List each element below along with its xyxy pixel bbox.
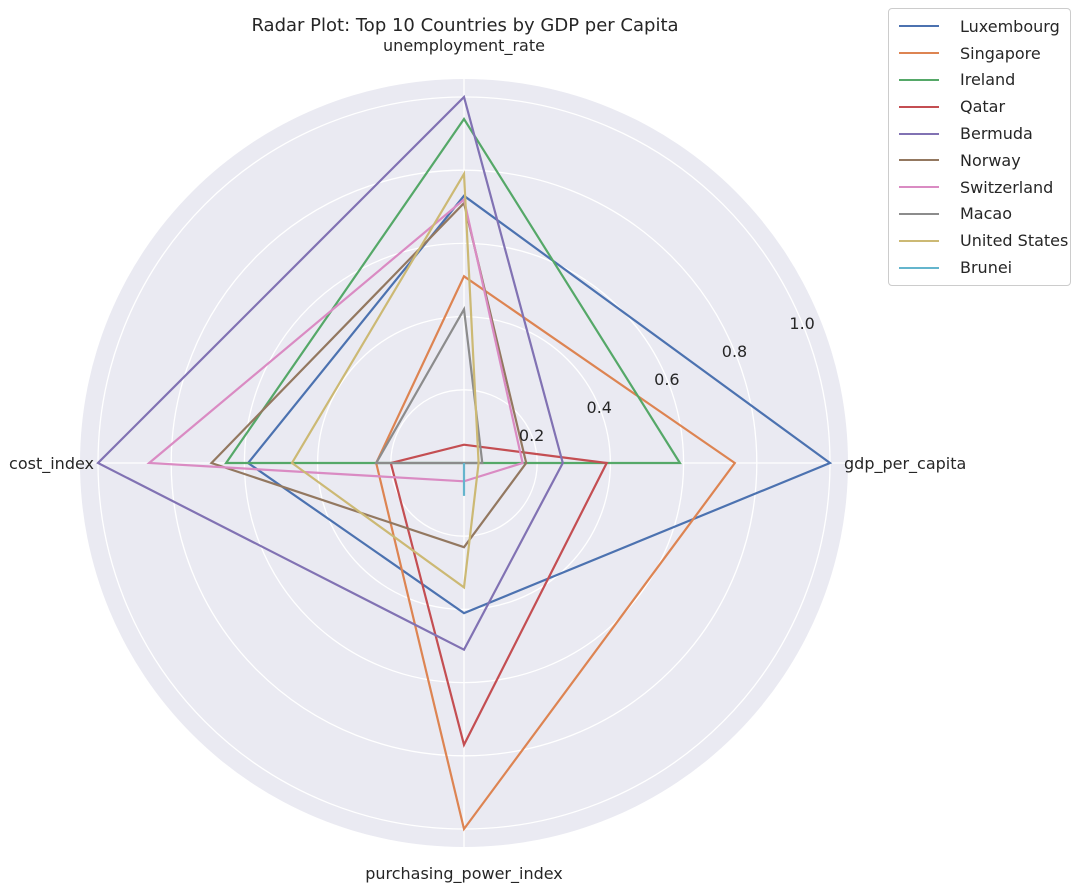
legend-label: United States	[960, 231, 1069, 251]
series-lines	[96, 94, 833, 832]
series-line-switzerland	[146, 197, 524, 483]
series-line-bermuda	[96, 94, 564, 652]
legend-item: United States	[889, 227, 1070, 254]
series-line-ireland	[224, 117, 682, 465]
radial-tick-label: 0.8	[722, 342, 747, 361]
legend-label: Brunei	[960, 258, 1013, 278]
legend-swatch	[899, 266, 939, 269]
legend-item: Qatar	[889, 93, 1070, 120]
legend-swatch	[899, 212, 939, 215]
legend-item: Norway	[889, 147, 1070, 174]
legend-label: Macao	[960, 204, 1012, 224]
axis-labels: gdp_per_capita unemployment_rate cost_inde…	[9, 36, 966, 884]
legend-swatch	[899, 132, 939, 135]
legend-label: Ireland	[960, 70, 1016, 90]
legend-item: Singapore	[889, 40, 1070, 67]
legend-label: Luxembourg	[960, 16, 1060, 36]
series-line-united-states	[290, 170, 480, 590]
radial-tick-label: 0.4	[587, 398, 612, 417]
chart-title: Radar Plot: Top 10 Countries by GDP per …	[251, 15, 678, 36]
radial-tick-label: 1.0	[789, 314, 814, 333]
series-line-macao	[374, 305, 484, 465]
legend-item: Switzerland	[889, 174, 1070, 201]
radial-tick-label: 0.2	[519, 426, 544, 445]
legend-swatch	[899, 186, 939, 189]
radial-tick-label: 0.6	[654, 370, 679, 389]
legend-item: Luxembourg	[889, 13, 1070, 40]
legend-swatch	[899, 78, 939, 81]
axis-label-gdp-per-capita: gdp_per_capita	[844, 454, 966, 474]
legend-swatch	[899, 239, 939, 242]
legend-label: Qatar	[960, 97, 1006, 117]
legend-swatch	[899, 159, 939, 162]
legend-item: Ireland	[889, 67, 1070, 94]
legend-swatch	[899, 105, 939, 108]
legend-label: Norway	[960, 150, 1021, 170]
legend-item: Bermuda	[889, 120, 1070, 147]
legend-swatch	[899, 25, 939, 28]
legend-swatch	[899, 52, 939, 55]
legend-label: Bermuda	[960, 124, 1033, 144]
legend-item: Brunei	[889, 254, 1070, 281]
radial-tick-labels: 0.2 0.4 0.6 0.8 1.0	[519, 314, 815, 445]
axis-label-purchasing-power-index: purchasing_power_index	[365, 864, 563, 884]
legend-label: Singapore	[960, 43, 1041, 63]
legend-label: Switzerland	[960, 177, 1054, 197]
legend: Luxembourg Singapore Ireland Qatar Bermuda No…	[888, 8, 1071, 286]
axis-label-cost-index: cost_index	[9, 454, 94, 474]
axis-label-unemployment-rate: unemployment_rate	[383, 36, 545, 56]
legend-item: Macao	[889, 201, 1070, 228]
